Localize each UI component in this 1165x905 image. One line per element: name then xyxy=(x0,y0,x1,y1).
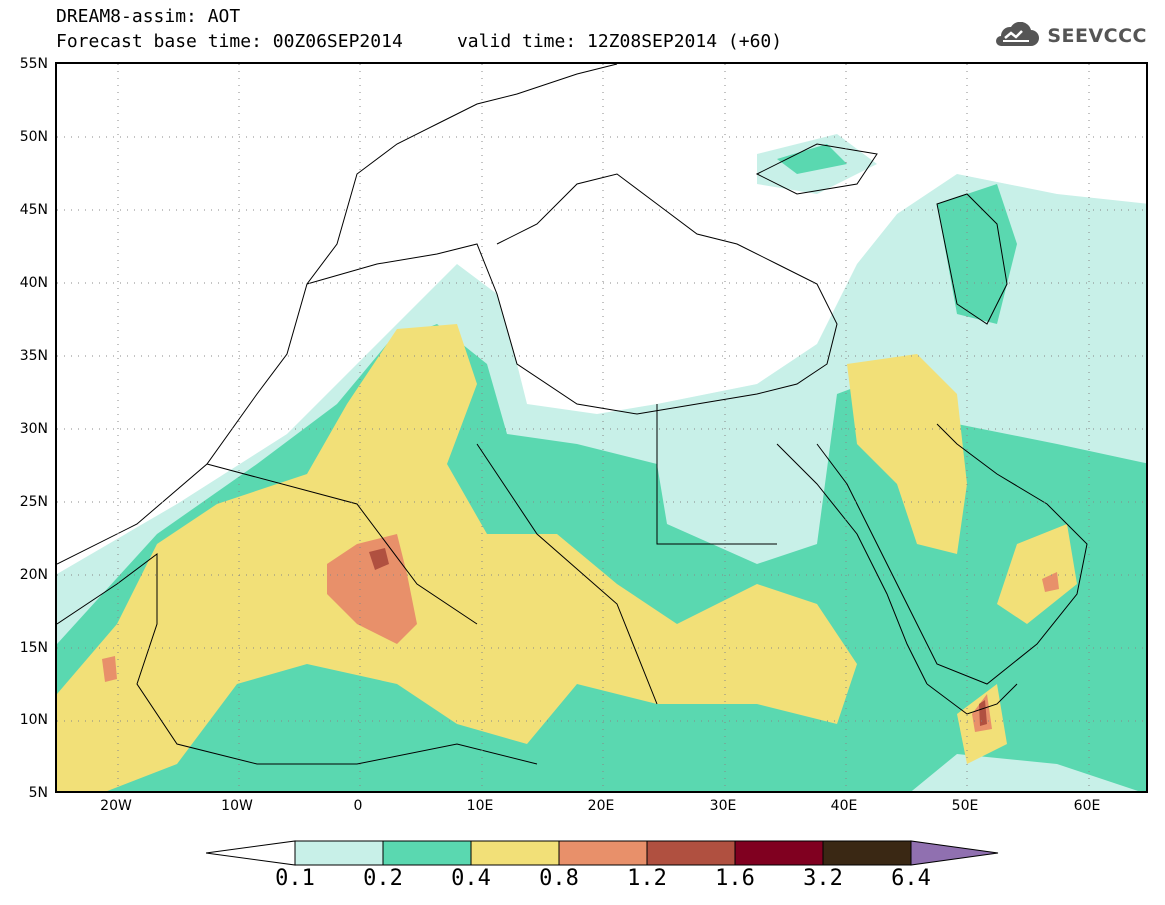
coastlines xyxy=(57,64,1088,765)
aot-band-0.8c xyxy=(1042,572,1059,592)
coastline-arabia xyxy=(816,423,1088,685)
lat-label-45n: 45N xyxy=(19,202,48,218)
aot-band-0.4-arabia xyxy=(847,354,967,554)
coastline-europe-africa xyxy=(57,64,618,565)
colorbar-bin-0.2 xyxy=(382,840,472,866)
lon-label-60e: 60E xyxy=(1073,798,1101,814)
lon-label-20e: 20E xyxy=(587,798,615,814)
colorbar-label-0.2: 0.2 xyxy=(363,866,403,891)
aot-band-0.4-oman xyxy=(997,524,1077,624)
colorbar-under-arrow xyxy=(206,840,296,866)
graticule xyxy=(57,64,1146,791)
lat-label-35n: 35N xyxy=(19,348,48,364)
lat-label-30n: 30N xyxy=(19,421,48,437)
colorbar-label-3.2: 3.2 xyxy=(803,866,843,891)
colorbar-label-1.6: 1.6 xyxy=(715,866,755,891)
border-2 xyxy=(476,443,658,705)
aot-band-0.8b xyxy=(102,656,117,682)
cloud-icon xyxy=(996,22,1040,46)
aot-shading xyxy=(57,134,1146,791)
aot-band-1.2b xyxy=(979,700,987,726)
colorbar-over-arrow xyxy=(910,840,999,866)
lat-label-25n: 25N xyxy=(19,494,48,510)
aot-colorbar xyxy=(206,840,999,866)
lat-label-5n: 5N xyxy=(28,785,48,801)
colorbar-bin-0.4 xyxy=(470,840,560,866)
lon-label-10w: 10W xyxy=(221,798,253,814)
colorbar-bin-0.1 xyxy=(294,840,384,866)
map-panel xyxy=(55,62,1148,793)
lat-label-10n: 10N xyxy=(19,712,48,728)
aot-band-0.2-blacksea xyxy=(777,144,847,174)
border-3 xyxy=(656,404,777,545)
colorbar-label-0.1: 0.1 xyxy=(275,866,315,891)
coastline-horn xyxy=(926,683,1018,715)
lon-label-10e: 10E xyxy=(466,798,494,814)
colorbar-label-1.2: 1.2 xyxy=(627,866,667,891)
coastline-redsea xyxy=(776,443,928,685)
lat-label-15n: 15N xyxy=(19,640,48,656)
aot-band-0.4 xyxy=(57,324,857,791)
lat-label-50n: 50N xyxy=(19,129,48,145)
seevccc-logo: SEEVCCC xyxy=(989,22,1147,50)
lon-label-50e: 50E xyxy=(951,798,979,814)
lat-label-55n: 55N xyxy=(19,56,48,72)
coastline-caspian xyxy=(936,193,1008,325)
colorbar-label-6.4: 6.4 xyxy=(891,866,931,891)
aot-map xyxy=(57,64,1146,791)
aot-band-0.2-caspian xyxy=(937,184,1017,324)
lat-label-40n: 40N xyxy=(19,275,48,291)
lat-label-20n: 20N xyxy=(19,567,48,583)
coastline-blacksea xyxy=(755,143,878,195)
border-1 xyxy=(206,463,478,625)
colorbar-bin-1.2 xyxy=(646,840,736,866)
colorbar-label-0.8: 0.8 xyxy=(539,866,579,891)
colorbar-bin-3.2 xyxy=(822,840,912,866)
coastline-mediterranean xyxy=(306,173,838,415)
colorbar-bin-0.8 xyxy=(558,840,648,866)
lon-label-40e: 40E xyxy=(830,798,858,814)
aot-band-1.2 xyxy=(369,548,389,570)
colorbar-label-0.4: 0.4 xyxy=(451,866,491,891)
logo-text: SEEVCCC xyxy=(1047,25,1147,47)
lon-label-30e: 30E xyxy=(709,798,737,814)
forecast-time-line: Forecast base time: 00Z06SEP2014 valid t… xyxy=(56,31,783,52)
map-title: DREAM8-assim: AOT xyxy=(56,6,241,27)
aot-band-0.8 xyxy=(327,534,417,644)
lon-label-0: 0 xyxy=(353,798,363,814)
coastline-westafrica xyxy=(57,553,538,765)
colorbar-bin-1.6 xyxy=(734,840,824,866)
lon-label-20w: 20W xyxy=(100,798,132,814)
